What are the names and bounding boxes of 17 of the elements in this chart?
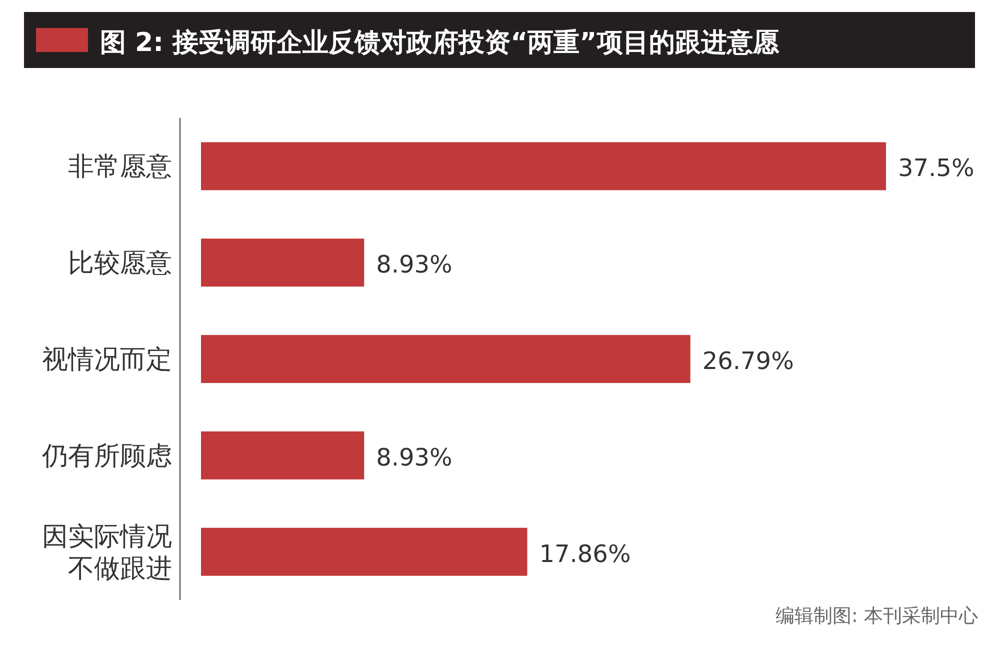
y-tick-label: 比较愿意 — [68, 248, 172, 279]
data-label: 37.5% — [898, 154, 974, 182]
data-label: 8.93% — [376, 443, 452, 472]
y-tick-label: 仍有所顾虑 — [41, 441, 172, 472]
data-label: 17.86% — [539, 540, 631, 568]
bar — [201, 335, 690, 383]
bar — [201, 238, 364, 287]
y-tick-label: 视情况而定 — [42, 345, 172, 375]
y-tick-label: 非常愿意 — [68, 152, 172, 182]
chart-title: 图 2: 接受调研企业反馈对政府投资“两重”项目的跟进意愿 — [100, 28, 780, 58]
bar — [201, 142, 886, 190]
text: 编辑制图: 本刊采制中心 — [776, 605, 978, 627]
data-label: 8.93% — [376, 250, 452, 279]
y-tick-label: 因实际情况不做跟进 — [42, 522, 172, 584]
data-label: 26.79% — [702, 347, 794, 375]
bar — [201, 528, 528, 576]
bar — [201, 431, 364, 480]
